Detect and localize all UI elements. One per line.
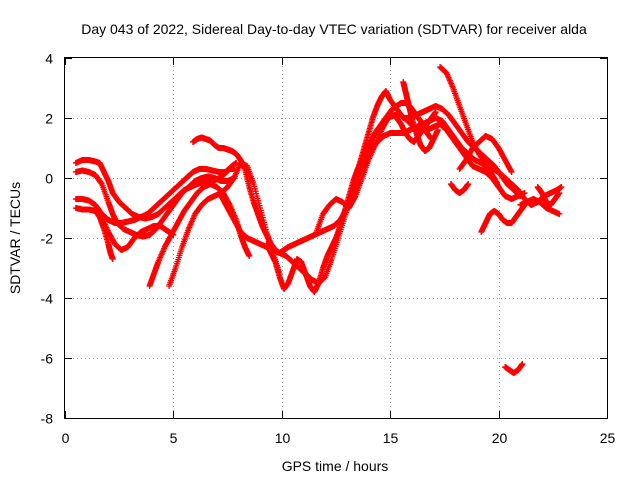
x-tick-label: 10 — [275, 430, 291, 446]
series-track-11 — [313, 112, 528, 235]
y-tick-label: -8 — [41, 411, 54, 427]
data-point — [246, 253, 253, 259]
x-axis-label: GPS time / hours — [282, 458, 389, 474]
y-tick-label: 4 — [45, 51, 53, 67]
data-point — [556, 211, 563, 217]
series-track-18 — [447, 181, 472, 196]
chart-title: Day 043 of 2022, Sidereal Day-to-day VTE… — [81, 21, 587, 37]
series-track-22 — [534, 184, 563, 208]
x-tick-label: 15 — [383, 430, 399, 446]
series-track-17 — [456, 133, 515, 175]
y-tick-label: -4 — [41, 291, 54, 307]
x-tick-label: 25 — [600, 430, 616, 446]
x-tick-label: 5 — [170, 430, 178, 446]
data-point — [508, 169, 515, 175]
data-point — [556, 190, 563, 196]
series-track-13 — [393, 109, 439, 145]
series-track-21 — [517, 196, 563, 217]
data-point — [465, 181, 472, 187]
series-track-3 — [72, 160, 240, 226]
x-tick-label: 0 — [62, 430, 70, 446]
data-point — [558, 184, 565, 190]
y-tick-label: 2 — [45, 111, 53, 127]
series-track-15 — [408, 115, 441, 154]
data-point — [519, 361, 526, 367]
series-track-16 — [437, 64, 522, 196]
data-point — [109, 256, 116, 262]
x-tick-label: 20 — [492, 430, 508, 446]
series-track-23 — [502, 361, 526, 376]
data-point — [434, 127, 441, 133]
y-tick-label: 0 — [45, 171, 53, 187]
y-axis-label: SDTVAR / TECUs — [7, 182, 23, 294]
data-point — [432, 109, 439, 115]
y-tick-label: -6 — [41, 351, 54, 367]
series-track-5 — [92, 205, 177, 253]
y-tick-label: -2 — [41, 231, 54, 247]
plot-frame — [64, 57, 608, 419]
tick-labels: 0 5 10 15 20 25 -8 -6 -4 -2 0 2 4 — [41, 51, 616, 447]
data-points — [72, 64, 565, 376]
